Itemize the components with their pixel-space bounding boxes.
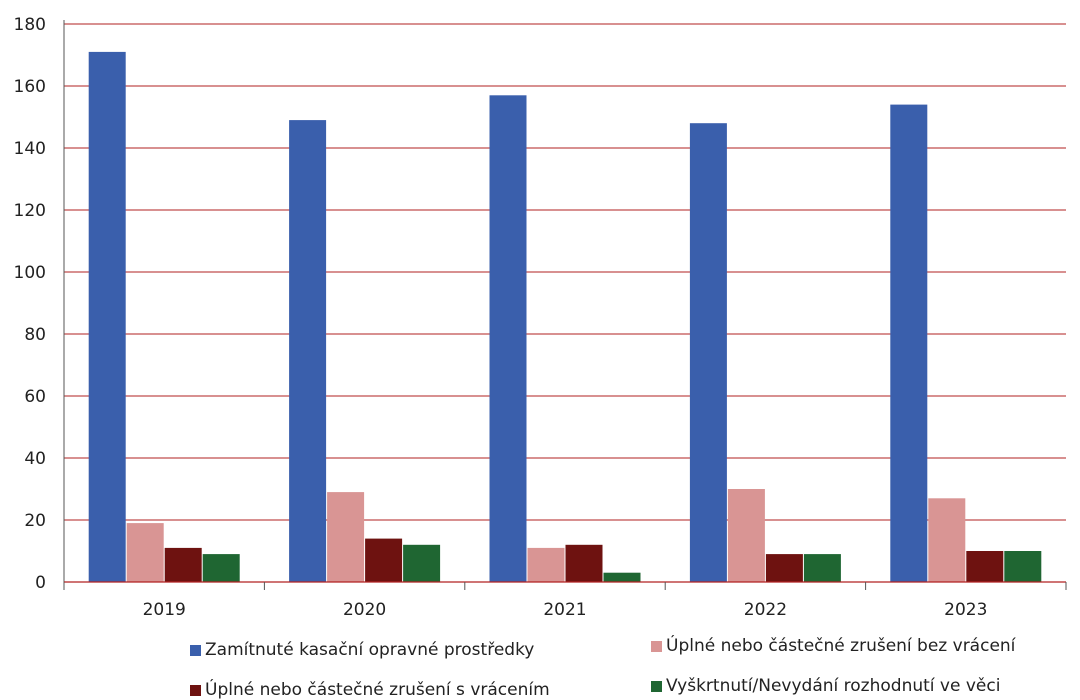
bar-2022-series-0 [689,123,727,582]
y-tick-label: 140 [14,139,46,159]
x-tick-label: 2022 [744,600,787,620]
legend-label-0: Zamítnuté kasační opravné prostředky [205,640,535,660]
bar-2019-series-2 [164,547,202,582]
bar-2021-series-2 [565,544,603,582]
bars [88,51,1042,583]
y-tick-label: 0 [35,573,46,593]
legend-item-3: Vyškrtnutí/Nevydání rozhodnutí ve věci [651,676,1000,696]
legend-label-2: Úplné nebo částečné zrušení s vrácením [205,680,550,700]
y-tick-labels: 0 20 40 60 80 100 120 140 160 180 [14,15,46,593]
legend-item-0: Zamítnuté kasační opravné prostředky [190,640,534,660]
bar-2023-series-0 [890,104,928,582]
bar-2023-series-1 [928,498,966,582]
axes [63,20,1067,590]
y-tick-label: 20 [24,511,46,531]
bar-2019-series-0 [88,51,126,582]
bar-2021-series-0 [489,95,527,583]
y-tick-label: 100 [14,263,46,283]
y-tick-label: 180 [14,15,46,35]
legend-item-1: Úplné nebo částečné zrušení bez vrácení [651,636,1015,656]
bar-2020-series-1 [327,492,365,582]
bar-2021-series-3 [603,572,641,582]
legend-item-2: Úplné nebo částečné zrušení s vrácením [190,680,550,700]
legend-label-1: Úplné nebo částečné zrušení bez vrácení [666,636,1016,656]
y-tick-label: 120 [14,201,46,221]
bar-2022-series-3 [803,554,841,582]
y-tick-label: 60 [24,387,46,407]
x-tick-labels: 2019 2020 2021 2022 2023 [143,600,988,620]
legend-swatch-3 [651,680,662,692]
legend-swatch-0 [190,644,201,656]
bar-2023-series-2 [966,551,1004,582]
x-tick-label: 2021 [543,600,586,620]
bar-2022-series-1 [727,489,765,582]
legend-label-3: Vyškrtnutí/Nevydání rozhodnutí ve věci [666,676,1001,696]
bar-2020-series-2 [365,538,403,582]
y-tick-label: 40 [24,449,46,469]
x-tick-label: 2023 [944,600,987,620]
y-tick-label: 160 [14,77,46,97]
legend-swatch-2 [190,684,201,696]
grid-lines [64,23,1066,521]
bar-2019-series-3 [202,554,240,582]
bar-2021-series-1 [527,547,565,582]
x-tick-label: 2020 [343,600,386,620]
bar-2020-series-0 [289,120,327,582]
bar-2023-series-3 [1004,551,1042,582]
bar-2019-series-1 [126,523,164,582]
legend-swatch-1 [651,640,662,652]
x-tick-label: 2019 [143,600,186,620]
y-tick-label: 80 [24,325,46,345]
bar-2022-series-2 [765,554,803,582]
bar-2020-series-3 [403,544,441,582]
